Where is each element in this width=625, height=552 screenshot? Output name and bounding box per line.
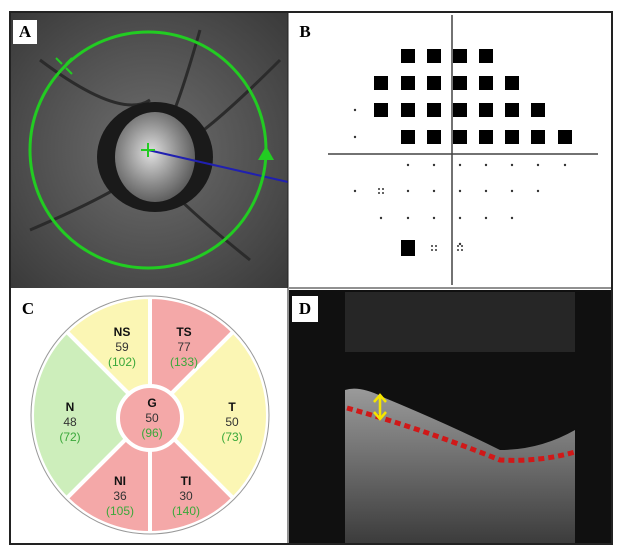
deficit-square — [401, 130, 415, 144]
deficit-square — [531, 130, 545, 144]
dot — [537, 164, 539, 166]
sector-normal: (96) — [141, 426, 162, 440]
sector-name: TI — [181, 474, 192, 488]
deficit-square — [401, 240, 415, 256]
sector-normal: (72) — [59, 430, 80, 444]
dot — [433, 190, 435, 192]
deficit-square — [479, 76, 493, 90]
deficit-square — [374, 103, 388, 117]
dot — [433, 217, 435, 219]
deficit-square — [401, 103, 415, 117]
dot — [511, 217, 513, 219]
dot — [485, 164, 487, 166]
deficit-square — [401, 76, 415, 90]
dot — [564, 164, 566, 166]
dot — [485, 190, 487, 192]
deficit-square — [401, 49, 415, 63]
panel-label: A — [19, 22, 32, 41]
sector-name: G — [147, 396, 156, 410]
deficit-square — [453, 130, 467, 144]
dot — [511, 164, 513, 166]
dot — [354, 136, 356, 138]
panel-label: C — [22, 299, 34, 318]
deficit-square — [479, 130, 493, 144]
deficit-square — [479, 103, 493, 117]
panel-d: D — [289, 290, 611, 543]
dot — [378, 192, 380, 194]
deficit-square — [374, 76, 388, 90]
dot — [431, 245, 433, 247]
deficit-square — [427, 76, 441, 90]
deficit-square — [479, 49, 493, 63]
dot — [380, 217, 382, 219]
dot — [435, 245, 437, 247]
dot — [485, 217, 487, 219]
sector-name: T — [228, 400, 236, 414]
dot — [378, 188, 380, 190]
sector-value: 77 — [177, 340, 191, 354]
deficit-square — [558, 130, 572, 144]
dot — [457, 245, 459, 247]
oct-vitreous — [345, 292, 575, 352]
panel-label: B — [299, 22, 310, 41]
sector-name: NS — [114, 325, 131, 339]
deficit-square — [427, 130, 441, 144]
sector-name: N — [66, 400, 75, 414]
deficit-square — [531, 103, 545, 117]
sector-normal: (140) — [172, 504, 200, 518]
sector-normal: (102) — [108, 355, 136, 369]
sector-name: NI — [114, 474, 126, 488]
dot — [407, 217, 409, 219]
dot — [459, 190, 461, 192]
deficit-square — [453, 76, 467, 90]
dot — [354, 109, 356, 111]
panel-label: D — [299, 299, 311, 318]
sector-normal: (133) — [170, 355, 198, 369]
dot — [537, 190, 539, 192]
dot — [382, 192, 384, 194]
deficit-square — [505, 130, 519, 144]
dot — [459, 164, 461, 166]
deficit-square — [427, 103, 441, 117]
dot — [435, 249, 437, 251]
deficit-square — [427, 49, 441, 63]
deficit-square — [505, 76, 519, 90]
dot — [407, 164, 409, 166]
dot — [511, 190, 513, 192]
dot — [382, 188, 384, 190]
dot — [407, 190, 409, 192]
dot — [354, 190, 356, 192]
dot — [433, 164, 435, 166]
sector-value: 30 — [179, 489, 193, 503]
dot — [461, 249, 463, 251]
sector-value: 48 — [63, 415, 77, 429]
deficit-square — [453, 49, 467, 63]
panel-a: A — [11, 13, 288, 288]
figure: A B C NS59(102)TS77(133)N48(72)G50(96)T5… — [0, 0, 625, 547]
sector-value: 59 — [115, 340, 129, 354]
dot — [431, 249, 433, 251]
dot — [457, 249, 459, 251]
sector-value: 36 — [113, 489, 127, 503]
deficit-square — [453, 103, 467, 117]
sector-normal: (105) — [106, 504, 134, 518]
sector-normal: (73) — [221, 430, 242, 444]
dot — [459, 243, 461, 245]
sector-value: 50 — [225, 415, 239, 429]
dot — [461, 245, 463, 247]
dot — [459, 217, 461, 219]
deficit-square — [505, 103, 519, 117]
sector-name: TS — [176, 325, 191, 339]
sector-value: 50 — [145, 411, 159, 425]
